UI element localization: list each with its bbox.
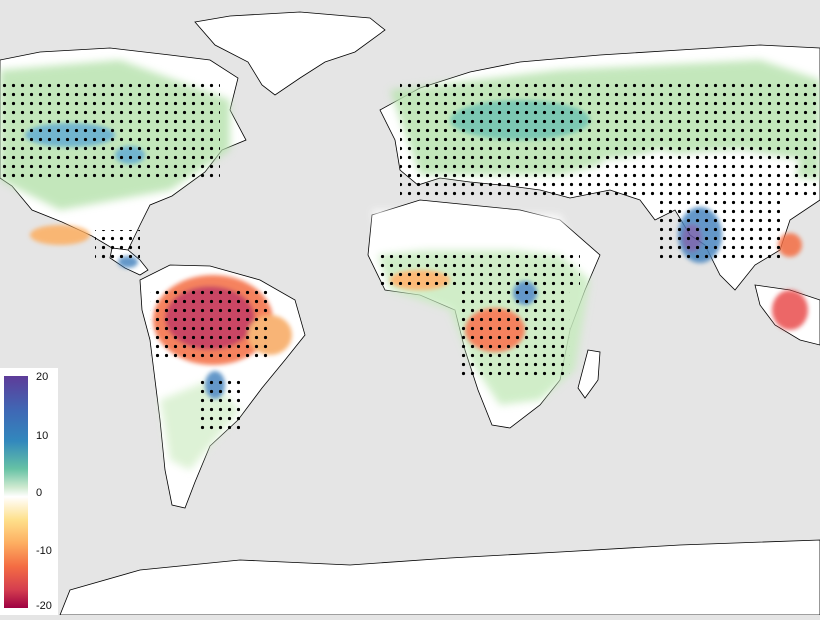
madagascar — [577, 349, 601, 399]
color-legend: 20 10 0 -10 -20 — [0, 368, 58, 615]
legend-tick-minus-10: -10 — [36, 545, 52, 557]
antarctica — [59, 539, 820, 615]
legend-tick-minus-20: -20 — [36, 600, 52, 612]
legend-tick-10: 10 — [36, 430, 49, 442]
greenland — [194, 11, 386, 96]
legend-tick-20: 20 — [36, 371, 49, 383]
legend-tick-0: 0 — [36, 487, 43, 499]
legend-colorbar — [4, 376, 28, 608]
significance-stipples — [0, 80, 820, 430]
